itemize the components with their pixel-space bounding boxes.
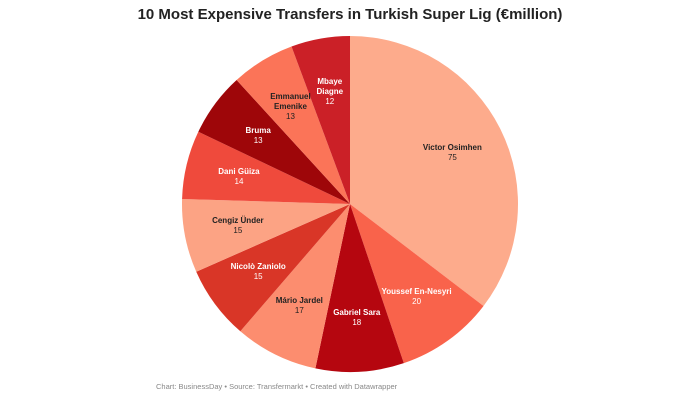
- slice-label: Victor Osimhen 75: [402, 143, 502, 163]
- pie-slice: [236, 46, 350, 205]
- slice-value: 17: [294, 306, 304, 316]
- slice-label: Nicolò Zaniolo 15: [208, 262, 308, 282]
- slice-value: 75: [447, 153, 457, 163]
- slice-value: 15: [233, 225, 243, 235]
- slice-label: Cengiz Ünder 15: [188, 216, 288, 236]
- pie-slice: [350, 36, 518, 306]
- slice-value: 13: [286, 111, 295, 121]
- pie-slice: [196, 204, 350, 332]
- slice-label: Mário Jardel 17: [249, 296, 349, 316]
- slice-name: Cengiz Ünder: [212, 215, 264, 225]
- slice-label: Dani Güiza 14: [189, 167, 289, 187]
- slice-name: Mbaye Diagne: [316, 76, 344, 96]
- source-note: Chart: BusinessDay • Source: Transfermar…: [156, 382, 398, 391]
- slice-name: Victor Osimhen: [422, 143, 482, 153]
- slice-value: 13: [253, 136, 263, 146]
- slice-value: 18: [352, 318, 362, 328]
- slice-name: Youssef En-Nesyri: [381, 286, 452, 296]
- chart-title: 10 Most Expensive Transfers in Turkish S…: [137, 6, 563, 23]
- slice-label: Emmanuel Emenike 13: [268, 92, 313, 122]
- slice-name: Mário Jardel: [275, 296, 323, 306]
- pie-slice: [182, 199, 350, 272]
- slice-name: Dani Güiza: [218, 167, 260, 177]
- slice-label: Youssef En-Nesyri 20: [367, 287, 467, 307]
- slice-label: Mbaye Diagne 12: [307, 77, 352, 107]
- slice-name: Nicolò Zaniolo: [230, 261, 286, 271]
- pie-slice: [198, 80, 350, 204]
- pie-slice: [315, 204, 404, 372]
- slice-name: Gabriel Sara: [333, 308, 381, 318]
- slice-value: 20: [412, 296, 422, 306]
- slice-value: 15: [253, 271, 263, 281]
- slice-name: Emmanuel Emenike: [270, 91, 311, 111]
- pie-slice: [240, 204, 350, 369]
- slice-label: Bruma 13: [236, 126, 281, 146]
- pie-slice: [350, 204, 484, 364]
- pie-slice: [291, 36, 350, 204]
- pie-slice: [182, 131, 350, 204]
- slice-value: 12: [325, 96, 335, 106]
- slice-label: Gabriel Sara 18: [307, 308, 407, 328]
- slice-value: 14: [234, 177, 244, 187]
- slice-name: Bruma: [245, 126, 271, 136]
